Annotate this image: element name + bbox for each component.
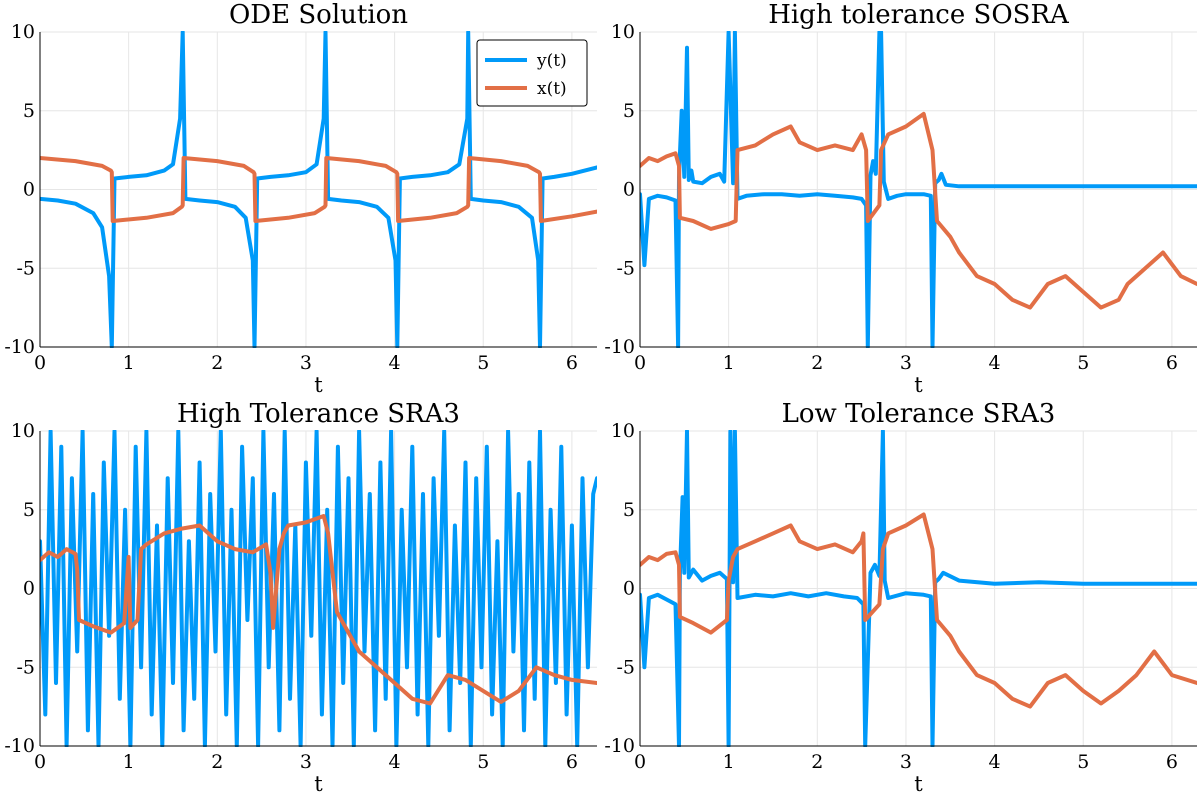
y-tick-label: 5 [623,100,635,122]
x-tick-label: 4 [389,751,401,773]
chart-title: Low Tolerance SRA3 [782,399,1056,429]
x-tick-label: 4 [989,751,1001,773]
series-group [40,31,597,348]
y-tick-label: -10 [4,336,35,358]
y-tick-label: -5 [16,257,35,279]
series-group [40,430,597,747]
y-tick-label: 10 [11,420,35,442]
x-tick-label: 6 [566,352,578,374]
x-axis-label: t [314,772,323,796]
y-tick-label: -10 [604,735,635,757]
y-tick-label: 10 [611,21,635,43]
legend-box [476,39,588,107]
x-tick-label: 6 [1166,751,1178,773]
x-tick-label: 6 [1166,352,1178,374]
y-tick-label: -10 [604,336,635,358]
legend-label-x: x(t) [537,79,567,99]
x-tick-label: 4 [389,352,401,374]
x-axis-label: t [914,373,923,397]
x-axis-label: t [314,373,323,397]
x-tick-label: 0 [34,352,46,374]
x-tick-label: 3 [300,751,312,773]
series-line-y [640,430,1197,747]
y-tick-label: 10 [11,21,35,43]
x-tick-label: 3 [900,352,912,374]
x-tick-label: 1 [723,352,735,374]
series-group [640,430,1197,747]
chart-title: High Tolerance SRA3 [177,399,460,429]
series-line-x [40,514,597,706]
y-tick-label: 5 [23,499,35,521]
y-tick-label: 0 [623,578,635,600]
panel-high-tol-sosra: 0 1 2 3 4 5 6 -10 -5 0 5 10 t High tolerance SOSRA [604,0,1197,397]
x-tick-label: 1 [123,352,135,374]
y-tick-label: -5 [616,656,635,678]
x-tick-label: 2 [811,751,823,773]
panel-ode-solution: 0 1 2 3 4 5 6 -10 -5 0 5 10 t ODE Solution y(t) x(t) [4,0,597,397]
x-tick-label: 1 [723,751,735,773]
x-tick-label: 2 [211,352,223,374]
y-tick-label: 5 [23,100,35,122]
x-tick-label: 2 [211,751,223,773]
series-line-x [640,111,1197,310]
x-tick-label: 0 [34,751,46,773]
x-tick-label: 4 [989,352,1001,374]
series-line-x [40,156,597,223]
x-tick-label: 6 [566,751,578,773]
panel-high-tol-sra3: 0 1 2 3 4 5 6 -10 -5 0 5 10 t High Tolerance SRA3 [4,399,597,796]
series-line-y [40,31,597,348]
x-tick-label: 0 [634,751,646,773]
x-tick-label: 1 [123,751,135,773]
x-tick-label: 5 [1077,352,1089,374]
series-group [640,31,1197,348]
chart-title: ODE Solution [229,0,408,30]
y-tick-label: -5 [616,257,635,279]
x-tick-label: 0 [634,352,646,374]
series-line-x [640,512,1197,709]
x-tick-label: 2 [811,352,823,374]
x-tick-label: 3 [900,751,912,773]
panel-low-tol-sra3: 0 1 2 3 4 5 6 -10 -5 0 5 10 t Low Tolerance SRA3 [604,399,1197,796]
series-line-y [40,430,597,747]
y-tick-label: -10 [4,735,35,757]
y-tick-label: -5 [16,656,35,678]
y-tick-label: 10 [611,420,635,442]
x-tick-label: 3 [300,352,312,374]
chart-title: High tolerance SOSRA [768,0,1070,30]
y-tick-label: 0 [23,578,35,600]
x-axis-label: t [914,772,923,796]
y-tick-label: 0 [623,179,635,201]
x-tick-label: 5 [1077,751,1089,773]
legend-label-y: y(t) [536,51,567,71]
y-tick-label: 0 [23,179,35,201]
x-tick-label: 5 [477,751,489,773]
x-tick-label: 5 [477,352,489,374]
legend: y(t) x(t) [476,39,588,107]
y-tick-label: 5 [623,499,635,521]
series-line-y [640,31,1197,348]
